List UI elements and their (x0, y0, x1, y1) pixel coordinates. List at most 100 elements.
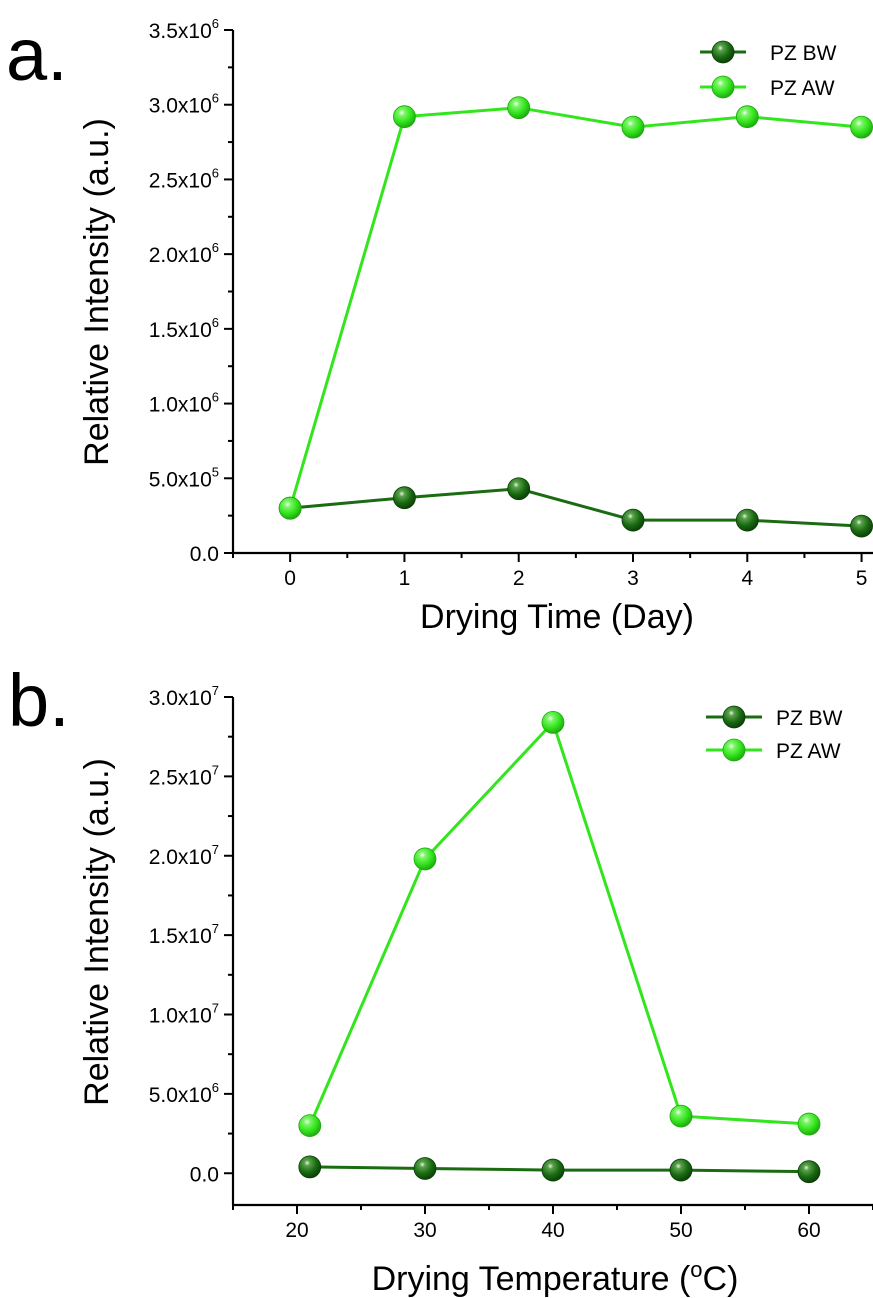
y-tick-label: 2.0x106 (149, 240, 219, 267)
data-point-bw (298, 1155, 322, 1179)
data-point-bw (797, 1160, 821, 1184)
x-tick-label: 1 (399, 567, 411, 590)
y-tick-exponent: 7 (212, 842, 219, 857)
y-tick-label: 5.0x105 (149, 464, 219, 491)
x-axis-a: 0 1 2 3 4 5 (232, 551, 873, 590)
y-tick-exponent: 6 (212, 91, 219, 106)
x-tick-label: 2 (513, 567, 525, 590)
x-tick-label: 60 (797, 1219, 820, 1242)
data-point-aw (621, 115, 645, 139)
y-tick-exponent: 6 (212, 16, 219, 31)
series-lines-a (288, 106, 862, 528)
y-axis-title-b: Relative Intensity (a.u.) (78, 758, 116, 1106)
series-markers-b (298, 711, 821, 1184)
data-point-bw (413, 1157, 437, 1180)
x-axis-title-b-main: Drying Temperature ( (372, 1260, 691, 1298)
x-tick-label: 0 (284, 567, 296, 590)
legend-label: PZ BW (770, 42, 837, 65)
y-tick-mantissa: 3.0x10 (149, 95, 212, 118)
y-tick-exponent: 7 (212, 921, 219, 936)
legend-a: PZ BW PZ AW (700, 40, 837, 100)
x-tick-label: 4 (741, 567, 753, 590)
y-tick-exponent: 7 (212, 683, 219, 698)
x-tick-label: 3 (627, 567, 639, 590)
data-point-bw (507, 477, 531, 501)
y-tick-label: 1.0x107 (149, 1001, 219, 1028)
y-tick-label: 0.0 (190, 1163, 219, 1186)
legend-marker (711, 75, 735, 99)
data-point-aw (298, 1114, 322, 1138)
data-point-bw (621, 508, 645, 532)
y-tick-mantissa: 2.0x10 (149, 846, 212, 869)
data-point-bw (393, 486, 416, 510)
data-point-aw (507, 96, 531, 120)
y-tick-label: 3.0x106 (149, 91, 219, 118)
x-axis-title-b-unit: C) (703, 1260, 739, 1298)
y-tick-mantissa: 2.5x10 (149, 766, 212, 789)
x-tick-label: 40 (541, 1219, 564, 1242)
x-tick-label: 5 (856, 567, 868, 590)
panel-letter-a: a. (6, 13, 68, 96)
series-line-aw (308, 719, 810, 1127)
y-tick-label: 2.5x107 (149, 762, 219, 789)
y-tick-label: 3.0x107 (149, 683, 219, 710)
y-tick-exponent: 7 (212, 762, 219, 777)
y-tick-mantissa: 3.0x10 (149, 687, 212, 710)
y-tick-mantissa: 0.0 (190, 543, 219, 566)
x-axis-title-b: Drying Temperature (oC) (372, 1257, 739, 1298)
y-tick-label: 2.5x106 (149, 165, 219, 192)
data-point-aw (541, 711, 565, 734)
data-point-bw (850, 514, 873, 538)
y-tick-label: 1.5x107 (149, 921, 219, 948)
y-tick-label: 1.5x106 (149, 315, 219, 342)
y-tick-mantissa: 5.0x10 (149, 468, 212, 491)
y-tick-mantissa: 5.0x10 (149, 1084, 212, 1107)
y-tick-mantissa: 0.0 (190, 1163, 219, 1186)
series-markers-a (278, 96, 873, 538)
series-lines-b (308, 719, 810, 1174)
legend-marker (722, 738, 746, 762)
legend-marker (711, 40, 735, 64)
data-point-aw (393, 105, 416, 129)
data-point-aw (735, 105, 759, 129)
y-axis-a: 0.05.0x1051.0x1061.5x1062.0x1062.5x1063.… (149, 16, 235, 566)
y-tick-exponent: 6 (212, 165, 219, 180)
x-axis-title-a: Drying Time (Day) (420, 598, 694, 636)
chart-panel-a: a. 0.05.0x1051.0x1061.5x1062.0x1062.5x10… (6, 13, 873, 636)
y-axis-title-a: Relative Intensity (a.u.) (78, 118, 116, 466)
data-point-bw (735, 508, 759, 532)
legend-label: PZ BW (776, 707, 843, 730)
data-point-aw (413, 847, 437, 871)
legend-marker (722, 705, 746, 729)
legend-label: PZ AW (770, 77, 835, 100)
y-tick-label: 2.0x107 (149, 842, 219, 869)
x-tick-label: 20 (285, 1219, 308, 1242)
legend-b: PZ BW PZ AW (706, 705, 843, 763)
chart-panel-b: b. 0.05.0x1061.0x1071.5x1072.0x1072.5x10… (8, 659, 873, 1298)
y-tick-mantissa: 1.0x10 (149, 394, 212, 417)
x-axis-title-b-degree: o (690, 1257, 702, 1282)
y-tick-exponent: 6 (212, 1080, 219, 1095)
series-line-bw (290, 487, 862, 528)
panel-letter-b: b. (8, 659, 70, 742)
y-tick-label: 1.0x106 (149, 390, 219, 417)
data-point-bw (541, 1158, 565, 1182)
data-point-aw (278, 496, 302, 520)
y-tick-mantissa: 2.5x10 (149, 169, 212, 192)
y-tick-label: 0.0 (190, 543, 219, 566)
data-point-aw (850, 115, 873, 139)
data-point-bw (669, 1158, 693, 1182)
y-tick-mantissa: 1.0x10 (149, 1005, 212, 1028)
y-tick-label: 5.0x106 (149, 1080, 219, 1107)
legend-label: PZ AW (776, 740, 841, 763)
y-tick-mantissa: 3.5x10 (149, 20, 212, 43)
x-tick-label: 50 (669, 1219, 692, 1242)
y-axis-b: 0.05.0x1061.0x1071.5x1072.0x1072.5x1073.… (149, 683, 235, 1205)
data-point-aw (797, 1112, 821, 1136)
data-point-aw (669, 1104, 693, 1128)
y-tick-exponent: 7 (212, 1001, 219, 1016)
y-tick-label: 3.5x106 (149, 16, 219, 43)
y-tick-exponent: 6 (212, 390, 219, 405)
y-tick-exponent: 6 (212, 240, 219, 255)
